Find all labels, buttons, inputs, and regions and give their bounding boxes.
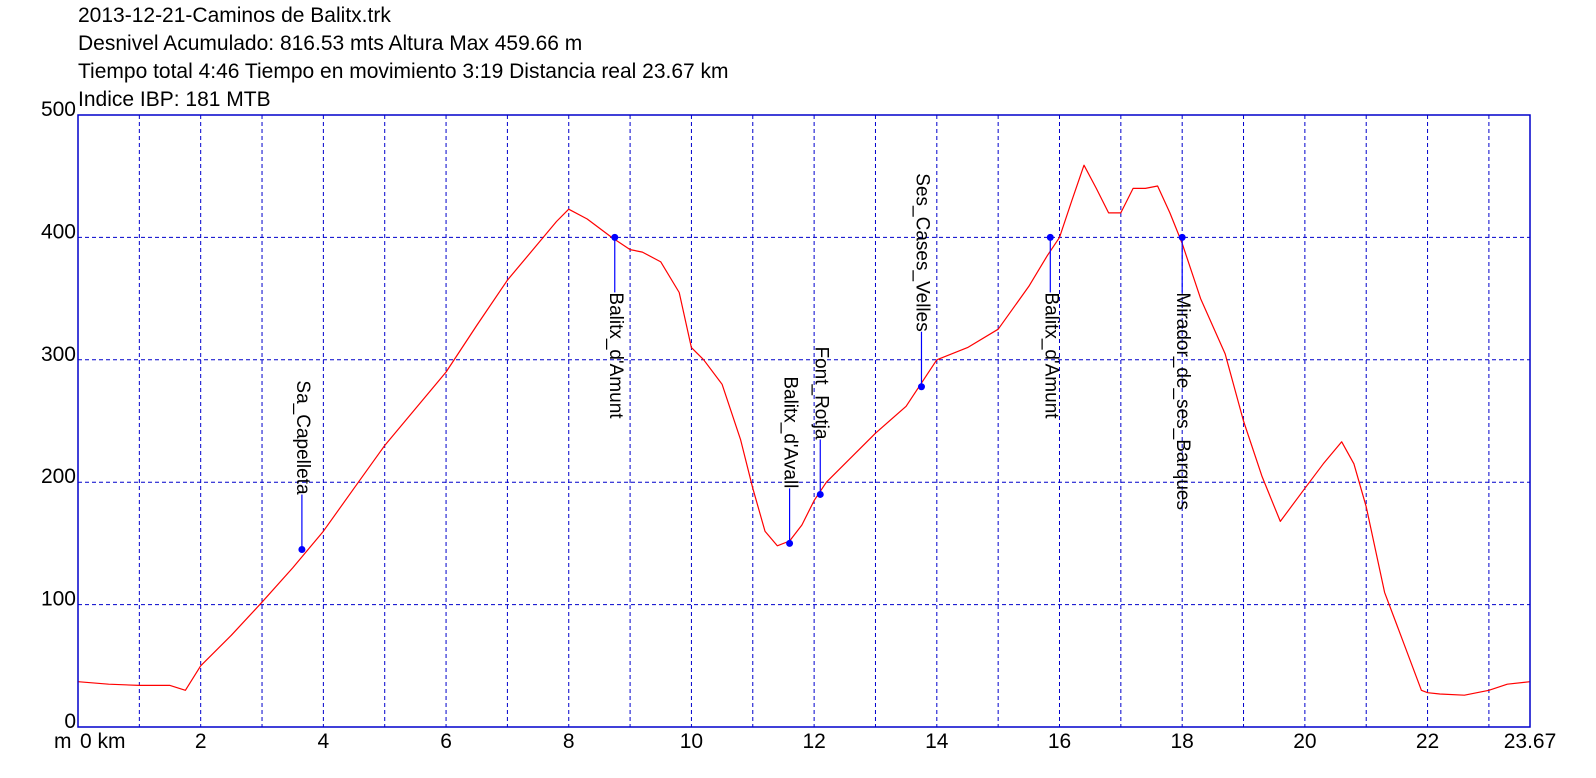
chart-header: 2013-12-21-Caminos de Balitx.trk Desnive…: [78, 2, 729, 114]
x-tick-label: 10: [680, 730, 703, 753]
time-distance-summary: Tiempo total 4:46 Tiempo en movimiento 3…: [78, 60, 729, 83]
y-tick-label: 400: [41, 220, 76, 243]
x-tick-label: 18: [1171, 730, 1194, 753]
waypoint-label: Sa_Capelleta: [292, 380, 313, 495]
waypoint-label: Ses_Cases_Velles: [911, 173, 932, 331]
x-tick-label: 8: [563, 730, 575, 753]
waypoint: Font_Rotja: [810, 346, 831, 498]
waypoint-marker: [611, 233, 619, 241]
x-tick-label: 4: [318, 730, 330, 753]
waypoints-layer: Sa_Capelleta Balitx_d'Amunt Balitx_d'Avall…: [292, 173, 1193, 554]
x-tick-label: 6: [440, 730, 452, 753]
waypoint: Ses_Cases_Velles: [911, 173, 932, 391]
x-tick-label: 2: [195, 730, 207, 753]
y-tick-label: 0: [64, 710, 76, 733]
waypoint: Balitx_d'Avall: [780, 376, 801, 547]
waypoint-marker: [816, 490, 824, 498]
waypoint: Balitx_d'Amunt: [605, 233, 626, 419]
y-tick-label: 200: [41, 465, 76, 488]
y-tick-label: 300: [41, 343, 76, 366]
waypoint-label: Mirador_de_ses_Barques: [1172, 292, 1193, 510]
plot-frame: [77, 114, 1531, 728]
x-tick-label: 0 km: [80, 730, 126, 753]
waypoint-label: Font_Rotja: [810, 346, 831, 439]
elevation-summary: Desnivel Acumulado: 816.53 mts Altura Ma…: [78, 32, 583, 55]
waypoint: Balitx_d'Amunt: [1040, 233, 1061, 419]
waypoint-marker: [917, 383, 925, 391]
ibp-index: Indice IBP: 181 MTB: [78, 88, 271, 111]
waypoint-label: Balitx_d'Amunt: [605, 292, 626, 419]
waypoint: Mirador_de_ses_Barques: [1172, 233, 1193, 510]
x-tick-label: 23.67: [1504, 730, 1557, 753]
y-tick-label: 500: [41, 98, 76, 121]
waypoint-marker: [1178, 233, 1186, 241]
waypoint-marker: [298, 546, 306, 554]
axis-labels: 0 100 200 300 400 500 m 0 km 2 4 6 8 10 12 14 16 18 20 22 2…: [41, 98, 1556, 753]
waypoint-marker: [1046, 233, 1054, 241]
elevation-profile-line: [77, 164, 1531, 696]
y-tick-label: 100: [41, 588, 76, 611]
x-tick-label: 20: [1293, 730, 1316, 753]
waypoint-label: Balitx_d'Avall: [780, 376, 801, 488]
waypoint-label: Balitx_d'Amunt: [1040, 292, 1061, 419]
grid-lines: [78, 115, 1530, 727]
track-file-name: 2013-12-21-Caminos de Balitx.trk: [78, 4, 391, 27]
x-tick-label: 22: [1416, 730, 1439, 753]
waypoint: Sa_Capelleta: [292, 380, 313, 554]
x-tick-label: 14: [925, 730, 949, 753]
y-unit-label: m: [54, 730, 72, 753]
waypoint-marker: [786, 539, 794, 547]
x-tick-label: 12: [802, 730, 825, 753]
x-tick-label: 16: [1048, 730, 1071, 753]
profile-layer: [77, 164, 1531, 696]
